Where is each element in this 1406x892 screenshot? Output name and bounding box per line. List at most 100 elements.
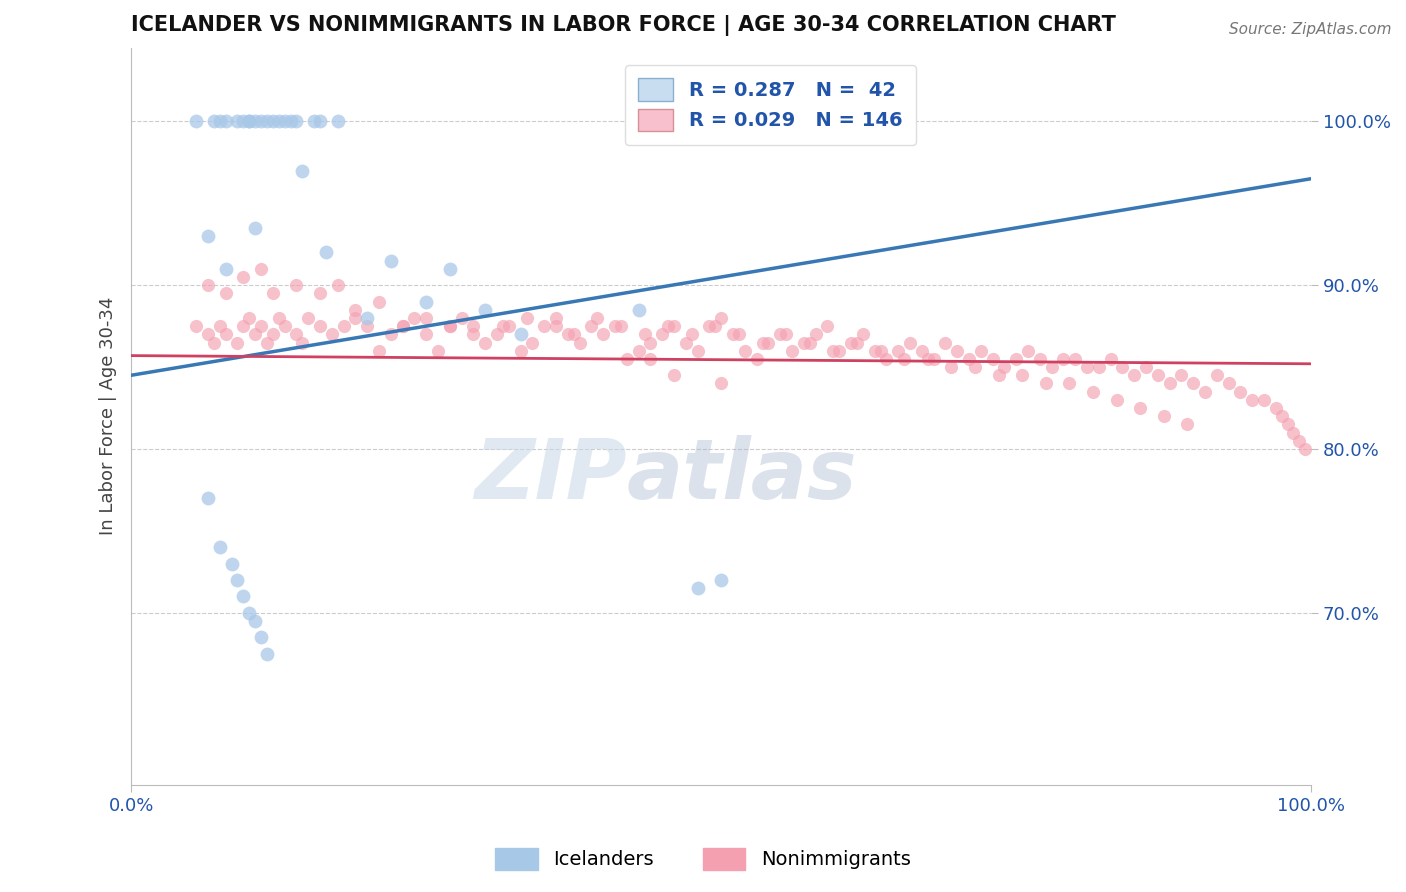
Point [568,335,591,350]
Point [1011,368,1033,383]
Point [1159,376,1181,391]
Point [1277,417,1299,432]
Point [214,327,236,342]
Point [839,335,862,350]
Point [917,351,939,366]
Point [474,302,496,317]
Point [1052,351,1074,366]
Point [993,360,1015,375]
Point [893,351,915,366]
Point [208,319,231,334]
Point [238,606,260,620]
Point [221,557,243,571]
Point [250,319,273,334]
Point [380,253,402,268]
Point [256,335,278,350]
Text: ZIP: ZIP [474,434,627,516]
Point [804,327,827,342]
Point [898,335,921,350]
Y-axis label: In Labor Force | Age 30-34: In Labor Force | Age 30-34 [100,297,117,535]
Point [243,114,266,128]
Point [232,114,254,128]
Point [828,343,851,358]
Point [710,573,733,587]
Point [745,351,768,366]
Point [887,343,910,358]
Point [1035,376,1057,391]
Point [415,310,437,325]
Point [214,286,236,301]
Point [509,343,531,358]
Point [710,376,733,391]
Point [463,327,485,342]
Point [238,114,260,128]
Legend: Icelanders, Nonimmigrants: Icelanders, Nonimmigrants [488,839,918,878]
Point [256,647,278,661]
Point [651,327,673,342]
Point [987,368,1010,383]
Point [415,294,437,309]
Point [486,327,509,342]
Point [315,245,337,260]
Point [815,319,838,334]
Point [232,270,254,285]
Point [509,327,531,342]
Point [793,335,815,350]
Point [946,343,969,358]
Point [273,114,295,128]
Point [922,351,945,366]
Point [823,343,845,358]
Point [262,286,284,301]
Point [492,319,515,334]
Text: ICELANDER VS NONIMMIGRANTS IN LABOR FORCE | AGE 30-34 CORRELATION CHART: ICELANDER VS NONIMMIGRANTS IN LABOR FORC… [131,15,1116,36]
Point [1059,376,1081,391]
Point [957,351,980,366]
Point [309,319,332,334]
Point [758,335,780,350]
Point [439,261,461,276]
Text: Source: ZipAtlas.com: Source: ZipAtlas.com [1229,22,1392,37]
Point [285,114,308,128]
Point [869,343,891,358]
Point [544,310,567,325]
Point [1123,368,1146,383]
Point [852,327,875,342]
Point [662,368,685,383]
Point [686,343,709,358]
Point [1146,368,1168,383]
Point [280,114,302,128]
Point [291,335,314,350]
Point [799,335,821,350]
Point [226,335,249,350]
Point [662,319,685,334]
Point [415,327,437,342]
Point [751,335,773,350]
Point [734,343,756,358]
Point [391,319,413,334]
Point [262,114,284,128]
Point [202,335,225,350]
Point [197,491,219,505]
Point [450,310,472,325]
Point [439,319,461,334]
Point [368,294,391,309]
Point [1271,409,1294,424]
Point [243,614,266,628]
Point [686,581,709,595]
Point [1194,384,1216,399]
Point [657,319,679,334]
Point [226,114,249,128]
Point [214,261,236,276]
Point [243,327,266,342]
Point [250,631,273,645]
Point [1264,401,1286,415]
Point [243,220,266,235]
Point [197,229,219,244]
Point [1205,368,1227,383]
Point [344,302,367,317]
Point [380,327,402,342]
Point [302,114,325,128]
Point [728,327,751,342]
Point [332,319,354,334]
Point [633,327,655,342]
